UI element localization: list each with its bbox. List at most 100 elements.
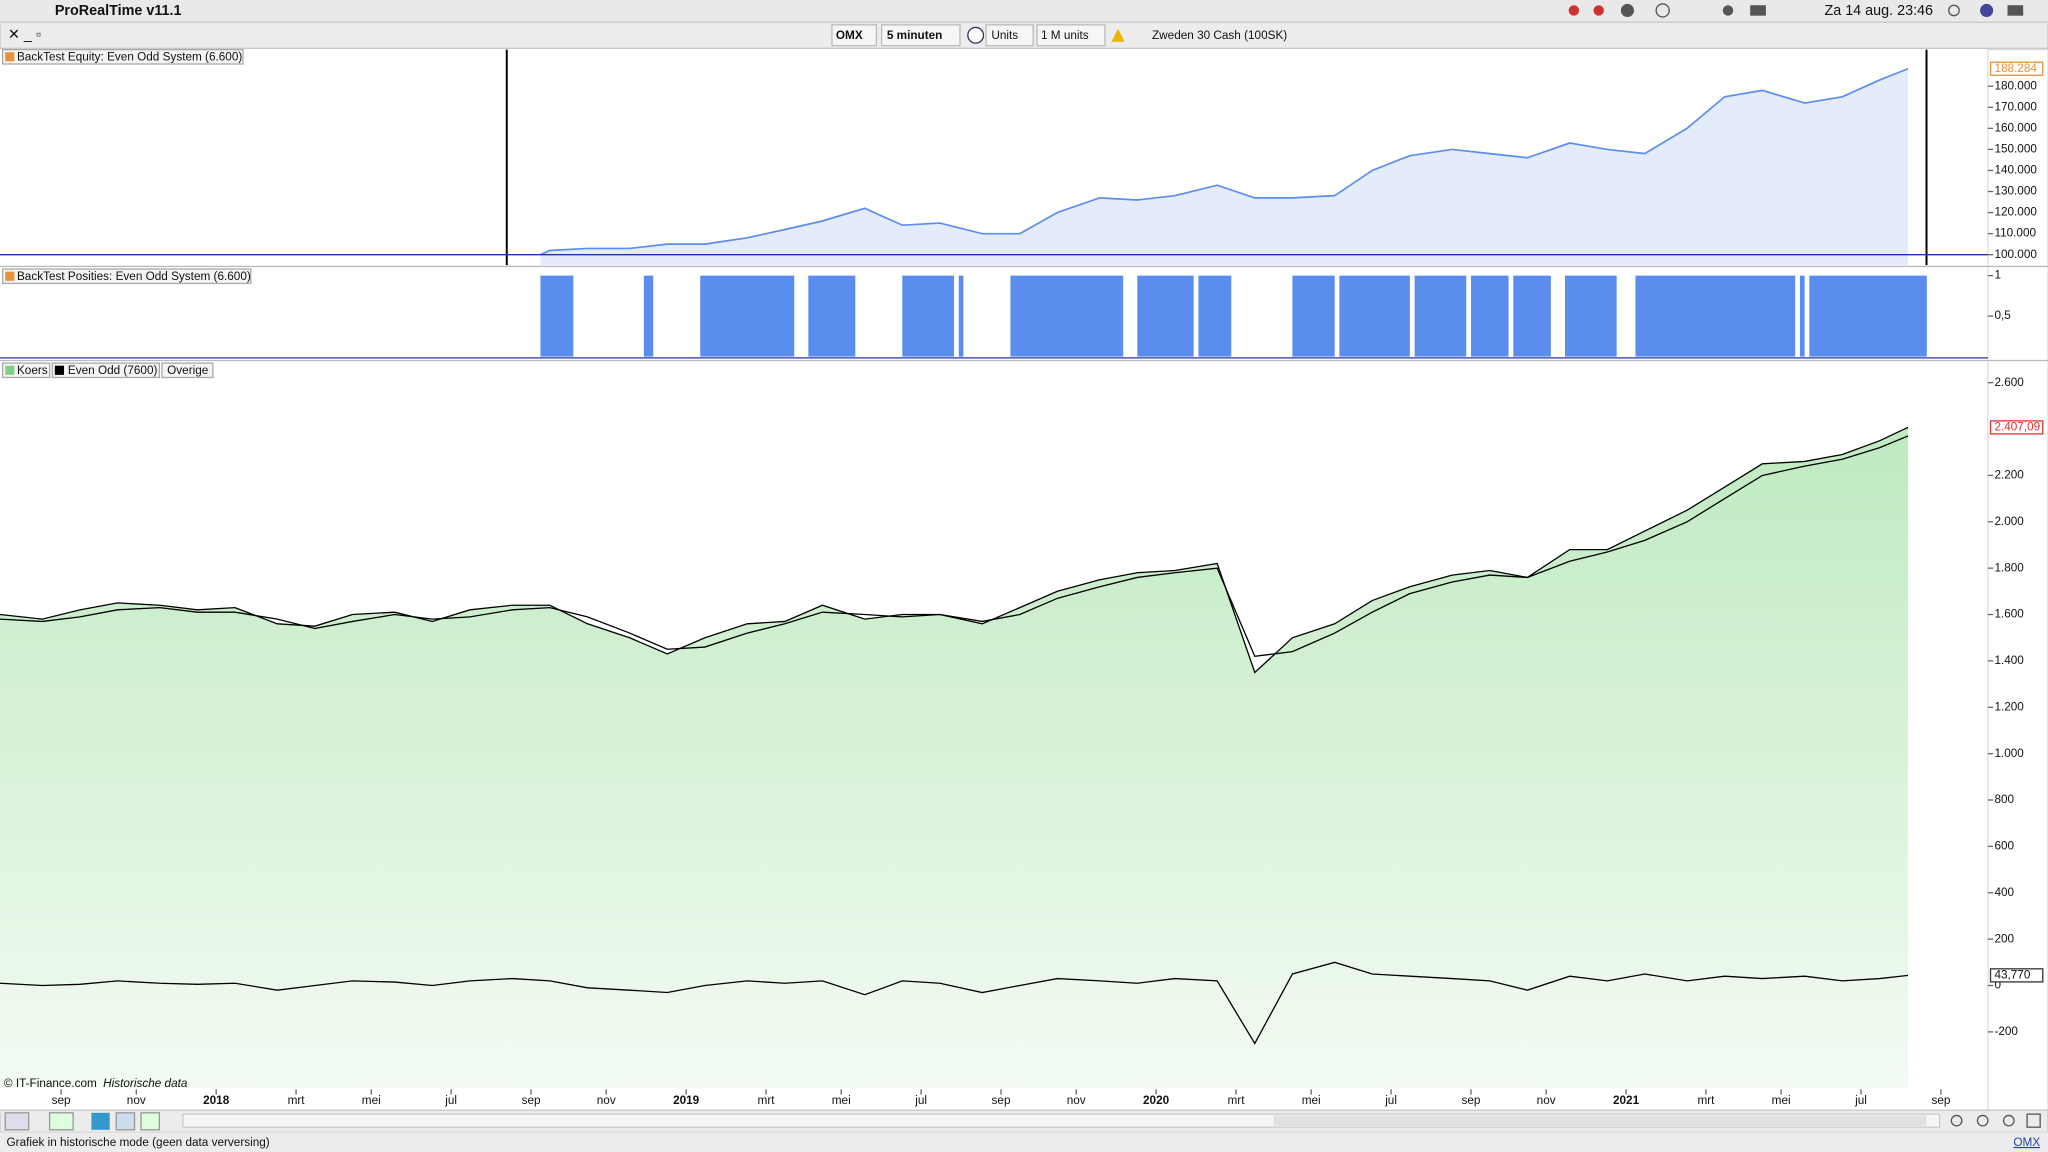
x-tick-label: sep [1931, 1094, 1950, 1107]
last-value-label: 188.284 [1994, 62, 2037, 75]
x-tick-label: nov [1537, 1094, 1556, 1107]
instrument-button[interactable] [831, 24, 878, 47]
size-button[interactable] [1036, 24, 1106, 47]
position-bar [700, 275, 795, 357]
scrollbar-thumb[interactable] [1273, 1115, 1927, 1126]
x-tick-label: mei [1772, 1094, 1791, 1107]
y-tick-label: 400 [1994, 886, 2014, 899]
clock-icon [967, 26, 985, 44]
x-tick-label: 2021 [1613, 1094, 1640, 1107]
legend-swatch [54, 365, 64, 375]
x-tick-label: sep [1461, 1094, 1480, 1107]
status-instrument[interactable]: OMX [2013, 1136, 2040, 1149]
x-tick-label: jul [444, 1094, 457, 1107]
x-tick-label: jul [914, 1094, 927, 1107]
size[interactable]: 1 M units [1041, 29, 1089, 42]
position-bar [643, 275, 654, 357]
positions-label[interactable]: BackTest Posities: Even Odd System (6.60… [17, 270, 251, 283]
panel-label[interactable] [1, 268, 252, 285]
position-bar [808, 275, 856, 357]
position-bar [1339, 275, 1410, 357]
statusbar [0, 1132, 2048, 1152]
last-value-box [1989, 420, 2044, 435]
status-icons [1568, 3, 2024, 18]
position-bar [902, 275, 955, 357]
interval-button[interactable] [880, 24, 961, 47]
x-tick-label: mrt [1697, 1094, 1715, 1107]
legend-item[interactable] [161, 362, 214, 379]
x-tick-label: sep [52, 1094, 71, 1107]
instrument[interactable]: OMX [836, 29, 863, 42]
y-tick-label: 2.200 [1994, 469, 2024, 482]
close-button[interactable]: ✕ _ ▫ [8, 27, 41, 43]
last-value-box [1989, 61, 2044, 76]
legend-swatch [5, 365, 15, 375]
app-name[interactable]: ProRealTime v11.1 [55, 3, 182, 19]
x-tick-label: nov [597, 1094, 616, 1107]
equity-label[interactable]: BackTest Equity: Even Odd System (6.600) [17, 51, 242, 64]
plots [0, 67, 1927, 1088]
y-tick-label: 120.000 [1994, 206, 2037, 219]
position-bar [540, 275, 574, 357]
x-tick-label: jul [1854, 1094, 1867, 1107]
legend-koers[interactable]: Koers [17, 364, 48, 377]
indicator-line [0, 435, 1909, 658]
legend-swatch [5, 271, 15, 281]
panel-label[interactable] [1, 48, 244, 65]
last-value-label: 43,770 [1994, 968, 2030, 981]
y-tick-label: 110.000 [1994, 227, 2036, 240]
position-bar [1799, 275, 1805, 357]
market[interactable]: Zweden 30 Cash (100SK) [1152, 29, 1287, 42]
x-tick-label: nov [127, 1094, 146, 1107]
units[interactable]: Units [991, 29, 1018, 42]
warning-icon [1111, 28, 1125, 42]
y-tick-label: 100.000 [1994, 248, 2037, 261]
x-tick-label: mrt [1228, 1094, 1246, 1107]
menubar [0, 0, 2048, 23]
oscillator-line [0, 961, 1909, 1045]
last-value-box [1989, 968, 2044, 983]
x-tick-label: nov [1067, 1094, 1086, 1107]
position-bar [1292, 275, 1335, 357]
tool-icons[interactable] [4, 1112, 160, 1131]
legend-item[interactable] [51, 362, 160, 379]
position-bar [1470, 275, 1509, 357]
legend-overige[interactable]: Overige [167, 364, 209, 377]
position-bar [1414, 275, 1467, 357]
equity-line [540, 67, 1909, 256]
x-tick-label: jul [1384, 1094, 1397, 1107]
scale-area [1987, 48, 2048, 1111]
last-value-label: 2.407,09 [1994, 421, 2040, 434]
y-tick-label: 160.000 [1994, 121, 2037, 134]
x-tick-label: mrt [288, 1094, 306, 1107]
units-button[interactable] [985, 24, 1034, 47]
x-tick-label: mei [362, 1094, 381, 1107]
y-tick-label: 2.000 [1994, 515, 2024, 528]
position-bar [1010, 275, 1124, 357]
clock[interactable]: Za 14 aug. 23:46 [1824, 3, 1933, 19]
legend-even-odd[interactable]: Even Odd (7600) [68, 364, 158, 377]
y-tick-label: 0,5 [1994, 309, 2011, 322]
y-tick-label: 1.400 [1994, 654, 2024, 667]
y-tick-label: 1 [1994, 269, 2001, 282]
data-mode: Historische data [103, 1077, 188, 1090]
y-tick-label: 0 [1994, 979, 2001, 992]
price-area [0, 427, 1909, 1088]
legend-swatch [5, 52, 15, 62]
y-tick-label: 1.800 [1994, 561, 2024, 574]
x-tick-label: mrt [758, 1094, 776, 1107]
x-tick-label: sep [522, 1094, 541, 1107]
y-tick-label: 800 [1994, 793, 2014, 806]
x-tick-label: mei [832, 1094, 851, 1107]
position-bar [1137, 275, 1194, 357]
position-bar [1198, 275, 1232, 357]
position-bar [1564, 275, 1617, 357]
zoom-icons[interactable] [1950, 1113, 2041, 1128]
y-tick-label: 150.000 [1994, 142, 2037, 155]
y-tick-label: 1.600 [1994, 608, 2024, 621]
x-tick-label: 2020 [1143, 1094, 1170, 1107]
y-tick-label: 170.000 [1994, 100, 2037, 113]
interval[interactable]: 5 minuten [887, 29, 943, 42]
